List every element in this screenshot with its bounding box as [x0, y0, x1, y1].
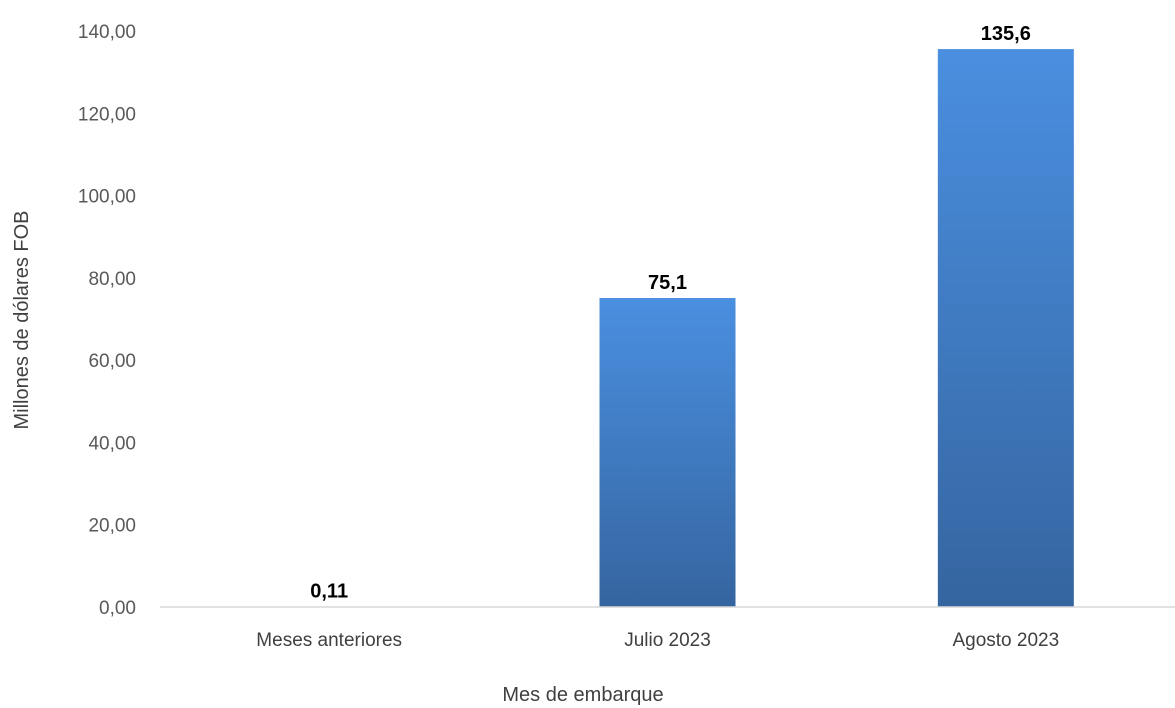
- bars: [261, 49, 1074, 608]
- y-axis-title: Millones de dólares FOB: [11, 211, 33, 430]
- y-tick-label: 100,00: [78, 187, 136, 208]
- x-tick-label: Julio 2023: [624, 630, 711, 651]
- x-axis-labels: Meses anteriores Julio 2023 Agosto 2023: [256, 630, 1059, 651]
- y-tick-label: 120,00: [78, 104, 136, 125]
- y-tick-label: 40,00: [88, 433, 136, 454]
- y-axis-ticks: 0,00 20,00 40,00 60,00 80,00 100,00 120,00 140,…: [78, 22, 136, 619]
- data-label: 135,6: [981, 23, 1031, 45]
- x-axis-title: Mes de embarque: [502, 684, 663, 706]
- y-tick-label: 80,00: [88, 269, 136, 290]
- y-tick-label: 60,00: [88, 351, 136, 372]
- data-label: 0,11: [310, 581, 348, 603]
- x-tick-label: Agosto 2023: [952, 630, 1059, 651]
- data-labels: 0,11 75,1 135,6: [310, 23, 1031, 602]
- data-label: 75,1: [648, 272, 687, 294]
- y-tick-label: 0,00: [99, 598, 136, 619]
- x-tick-label: Meses anteriores: [256, 630, 402, 651]
- bar: [599, 298, 736, 607]
- bar: [937, 49, 1074, 608]
- y-tick-label: 140,00: [78, 22, 136, 43]
- y-tick-label: 20,00: [88, 516, 136, 537]
